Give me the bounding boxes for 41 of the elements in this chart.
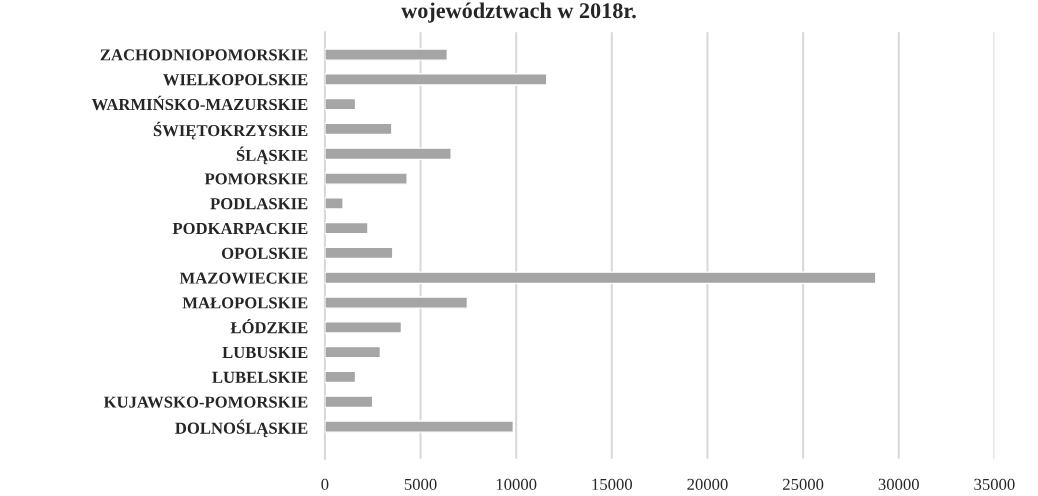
y-tick-label: OPOLSKIE — [221, 247, 308, 259]
bar — [324, 271, 877, 285]
bar — [324, 345, 382, 359]
x-tick-label: 25000 — [783, 478, 824, 490]
x-tick-label: 5000 — [404, 478, 437, 490]
bar — [324, 147, 452, 161]
bar — [324, 172, 408, 185]
y-tick-label: PODKARPACKIE — [172, 222, 308, 235]
y-tick-label: ŁÓDZKIE — [230, 318, 308, 334]
bar — [324, 122, 393, 136]
bar — [324, 395, 374, 409]
x-tick-label: 30000 — [878, 478, 919, 490]
x-tick-label: 35000 — [974, 478, 1015, 490]
bar — [324, 197, 344, 210]
y-tick-label: DOLNOŚLĄSKIE — [175, 419, 308, 438]
y-tick-label: ŚWIĘTOKRZYSKIE — [153, 121, 308, 140]
bar — [324, 246, 394, 260]
bar — [324, 296, 469, 309]
y-tick-label: LUBELSKIE — [212, 371, 308, 383]
y-tick-label: WIELKOPOLSKIE — [163, 74, 308, 86]
bar — [324, 321, 403, 334]
y-tick-label: WARMIŃSKO-MAZURSKIE — [91, 95, 308, 111]
y-tick-label: MAŁOPOLSKIE — [182, 297, 308, 309]
x-tick-label: 15000 — [592, 478, 633, 490]
chart-title: województwach w 2018r. — [401, 2, 636, 23]
x-tick-label: 10000 — [496, 478, 537, 490]
y-tick-label: ZACHODNIOPOMORSKIE — [100, 49, 308, 61]
bar — [324, 370, 357, 384]
y-tick-label: LUBUSKIE — [222, 346, 308, 359]
y-tick-label: ŚLĄSKIE — [236, 146, 308, 165]
bar — [324, 420, 515, 433]
y-tick-label: MAZOWIECKIE — [179, 272, 308, 284]
x-tick-label: 0 — [321, 478, 329, 490]
y-tick-label: POMORSKIE — [204, 173, 308, 185]
bar — [324, 221, 369, 235]
y-tick-label: PODLASKIE — [210, 198, 308, 210]
bar — [324, 73, 548, 86]
x-tick-label: 20000 — [687, 478, 728, 490]
bar — [324, 48, 449, 61]
y-tick-label: KUJAWSKO-POMORSKIE — [103, 396, 308, 408]
bar — [324, 97, 357, 111]
